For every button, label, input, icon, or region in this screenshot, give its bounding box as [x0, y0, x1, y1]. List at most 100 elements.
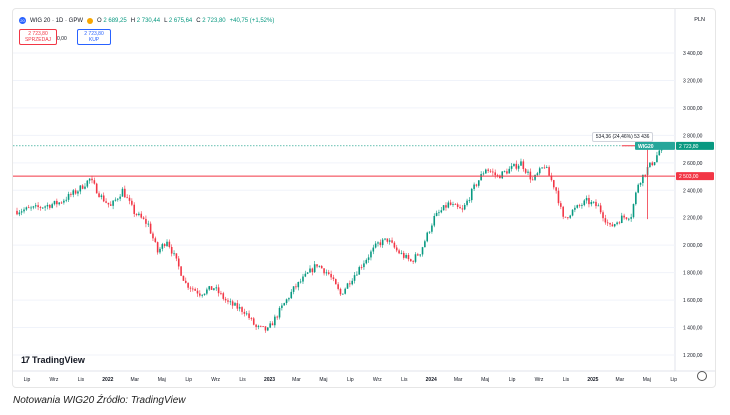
- candle-body: [578, 205, 581, 206]
- candle-body: [374, 243, 377, 248]
- candle-body: [93, 180, 96, 184]
- candle-body: [41, 207, 44, 209]
- currency-label[interactable]: PLN: [694, 17, 705, 23]
- candle-body: [135, 213, 138, 215]
- candle-body: [184, 280, 187, 283]
- y-tick-label: 2 200,00: [683, 216, 703, 222]
- candle-body: [475, 184, 478, 186]
- tradingview-logo[interactable]: 17 TradingView: [21, 355, 85, 365]
- candle-body: [538, 168, 541, 174]
- candle-body: [482, 173, 485, 175]
- candle-body: [379, 242, 382, 246]
- candle-body: [37, 205, 39, 208]
- candle-body: [517, 165, 520, 169]
- y-tick-label: 3 200,00: [683, 78, 703, 84]
- symbol-badge[interactable]: 20: [19, 17, 26, 24]
- ohlc-high-key: H: [130, 17, 136, 24]
- candle-body: [161, 244, 164, 249]
- candle-body: [285, 299, 288, 304]
- candle-body: [602, 212, 604, 219]
- candle-body: [611, 224, 614, 227]
- candle-body: [339, 288, 342, 295]
- candle-body: [489, 170, 492, 172]
- x-axis: Lip Wrz Lis 2022 Mar Maj Lip Wrz Lis 2023 Mar Maj Li…: [24, 377, 678, 383]
- candle-body: [142, 217, 145, 219]
- candle-body: [440, 210, 443, 213]
- candle-body: [109, 204, 112, 206]
- symbol-title[interactable]: WIG 20 · 1D · GPW: [30, 17, 84, 24]
- sell-label: SPRZEDAJ: [24, 37, 52, 43]
- candle-body: [262, 326, 264, 327]
- candle-body: [571, 209, 574, 216]
- x-tick-label: Lis: [563, 377, 570, 383]
- candle-body: [63, 200, 65, 203]
- x-tick-label: Wrz: [373, 377, 382, 383]
- candle-body: [44, 206, 46, 208]
- ohlc-change-value: +40,75 (+1,52%): [229, 17, 275, 24]
- y-axis: 1 200,00 1 400,00 1 600,00 1 800,00 2 000,00…: [683, 51, 703, 359]
- chart-panel[interactable]: WIG20 2 723,80 2 503,00 1 200,00 1 400,00 1 …: [12, 8, 716, 388]
- candle-body: [175, 253, 178, 259]
- candle-body: [332, 277, 335, 280]
- candle-body: [569, 215, 572, 218]
- candle-body: [95, 183, 98, 194]
- candle-body: [609, 222, 611, 225]
- market-status-icon: [87, 17, 94, 24]
- candle-body: [597, 205, 600, 207]
- candle-body: [543, 167, 546, 169]
- candle-body: [388, 240, 391, 242]
- symbol-tag-label: WIG20: [638, 144, 654, 150]
- candle-body: [461, 208, 464, 210]
- candle-body: [67, 193, 70, 200]
- candle-body: [206, 289, 208, 294]
- candle-body: [358, 267, 361, 275]
- candle-body: [114, 199, 117, 201]
- tradingview-logo-icon: 17: [21, 355, 30, 365]
- candle-body: [412, 261, 414, 262]
- candle-body: [567, 217, 569, 219]
- candle-body: [39, 207, 42, 208]
- x-tick-label: Lip: [347, 377, 354, 383]
- y-tick-label: 3 400,00: [683, 51, 703, 57]
- candle-body: [599, 205, 602, 213]
- candle-body: [386, 238, 389, 242]
- x-tick-label: Wrz: [50, 377, 59, 383]
- candle-body: [606, 222, 609, 224]
- y-tick-label: 1 400,00: [683, 326, 703, 332]
- candle-body: [367, 257, 370, 260]
- candle-body: [381, 239, 384, 246]
- y-tick-label: 3 000,00: [683, 106, 703, 112]
- candle-body: [248, 313, 250, 319]
- candle-body: [20, 211, 23, 213]
- candle-body: [159, 248, 161, 253]
- candle-body: [25, 207, 28, 210]
- candle-body: [353, 275, 356, 281]
- candle-body: [313, 264, 316, 273]
- y-tick-label: 1 200,00: [683, 353, 703, 359]
- candle-body: [590, 201, 593, 205]
- candle-body: [473, 184, 475, 189]
- candle-body: [487, 169, 489, 171]
- x-tick-label: Lis: [401, 377, 408, 383]
- candle-body: [536, 173, 539, 175]
- y-tick-label: 2 800,00: [683, 133, 703, 139]
- y-tick-label: 2 000,00: [683, 243, 703, 249]
- candle-body: [541, 167, 543, 169]
- x-tick-label: Mar: [616, 377, 625, 383]
- candle-body: [107, 202, 110, 205]
- price-chart[interactable]: WIG20 2 723,802 503,00 1 200,001 400,001 …: [13, 9, 715, 387]
- candle-body: [149, 223, 152, 234]
- sell-button[interactable]: 2 723,80 SPRZEDAJ: [19, 29, 57, 45]
- buy-button[interactable]: 2 723,80 KUP: [77, 29, 111, 45]
- candle-body: [501, 171, 504, 179]
- candle-body: [494, 172, 496, 176]
- candle-body: [210, 286, 213, 290]
- candle-body: [435, 212, 438, 216]
- x-tick-label: Wrz: [211, 377, 220, 383]
- x-tick-label: Lip: [24, 377, 31, 383]
- candle-body: [334, 279, 337, 285]
- candle-body: [166, 241, 168, 247]
- candle-body: [86, 180, 89, 187]
- settings-gear-icon[interactable]: [697, 371, 707, 381]
- candle-body: [351, 280, 354, 285]
